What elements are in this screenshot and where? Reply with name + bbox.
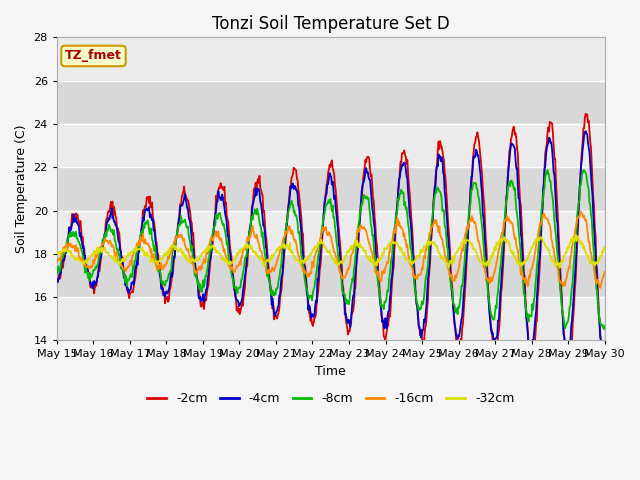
-2cm (582, 111, 589, 117)
-32cm (204, 243, 212, 249)
Line: -8cm: -8cm (57, 170, 605, 329)
Line: -2cm: -2cm (57, 114, 605, 372)
-4cm (119, 269, 127, 275)
-8cm (175, 222, 182, 228)
-8cm (600, 326, 608, 332)
-2cm (119, 262, 127, 268)
-32cm (413, 253, 421, 259)
-8cm (204, 264, 212, 270)
-4cm (601, 360, 609, 366)
-2cm (564, 369, 572, 374)
-2cm (53, 277, 61, 283)
-2cm (63, 248, 70, 254)
Bar (57, 254, 605, 297)
X-axis label: Time: Time (316, 365, 346, 378)
Bar (57, 81, 605, 124)
-8cm (544, 167, 552, 173)
-2cm (413, 301, 421, 307)
-2cm (175, 219, 182, 225)
-32cm (572, 232, 580, 238)
-4cm (413, 304, 421, 310)
-32cm (53, 251, 61, 257)
-32cm (119, 258, 127, 264)
-32cm (556, 265, 564, 271)
-8cm (119, 266, 127, 272)
-4cm (582, 128, 589, 134)
-8cm (53, 271, 61, 277)
-4cm (397, 166, 405, 172)
-16cm (397, 224, 405, 230)
Text: TZ_fmet: TZ_fmet (65, 49, 122, 62)
-32cm (175, 248, 182, 254)
-16cm (204, 251, 212, 257)
-16cm (175, 234, 182, 240)
-2cm (601, 368, 609, 374)
-2cm (397, 160, 405, 166)
-16cm (596, 285, 604, 291)
Line: -16cm: -16cm (57, 212, 605, 288)
-16cm (119, 266, 127, 272)
-8cm (601, 323, 609, 329)
Line: -4cm: -4cm (57, 131, 605, 365)
Line: -32cm: -32cm (57, 235, 605, 268)
-4cm (599, 362, 607, 368)
-32cm (397, 245, 405, 251)
-8cm (63, 239, 70, 245)
-16cm (63, 240, 70, 246)
Y-axis label: Soil Temperature (C): Soil Temperature (C) (15, 125, 28, 253)
-2cm (204, 285, 212, 290)
Title: Tonzi Soil Temperature Set D: Tonzi Soil Temperature Set D (212, 15, 450, 33)
-32cm (601, 244, 609, 250)
-4cm (53, 276, 61, 282)
Legend: -2cm, -4cm, -8cm, -16cm, -32cm: -2cm, -4cm, -8cm, -16cm, -32cm (142, 387, 519, 410)
Bar (57, 167, 605, 211)
Bar (57, 124, 605, 167)
-16cm (601, 269, 609, 275)
-4cm (204, 276, 212, 282)
-16cm (577, 209, 585, 215)
-16cm (53, 259, 61, 264)
-16cm (413, 276, 421, 282)
-32cm (63, 249, 70, 254)
Bar (57, 37, 605, 81)
-4cm (175, 216, 182, 222)
Bar (57, 297, 605, 340)
-8cm (397, 187, 405, 192)
-8cm (413, 300, 421, 306)
Bar (57, 211, 605, 254)
-4cm (63, 244, 70, 250)
